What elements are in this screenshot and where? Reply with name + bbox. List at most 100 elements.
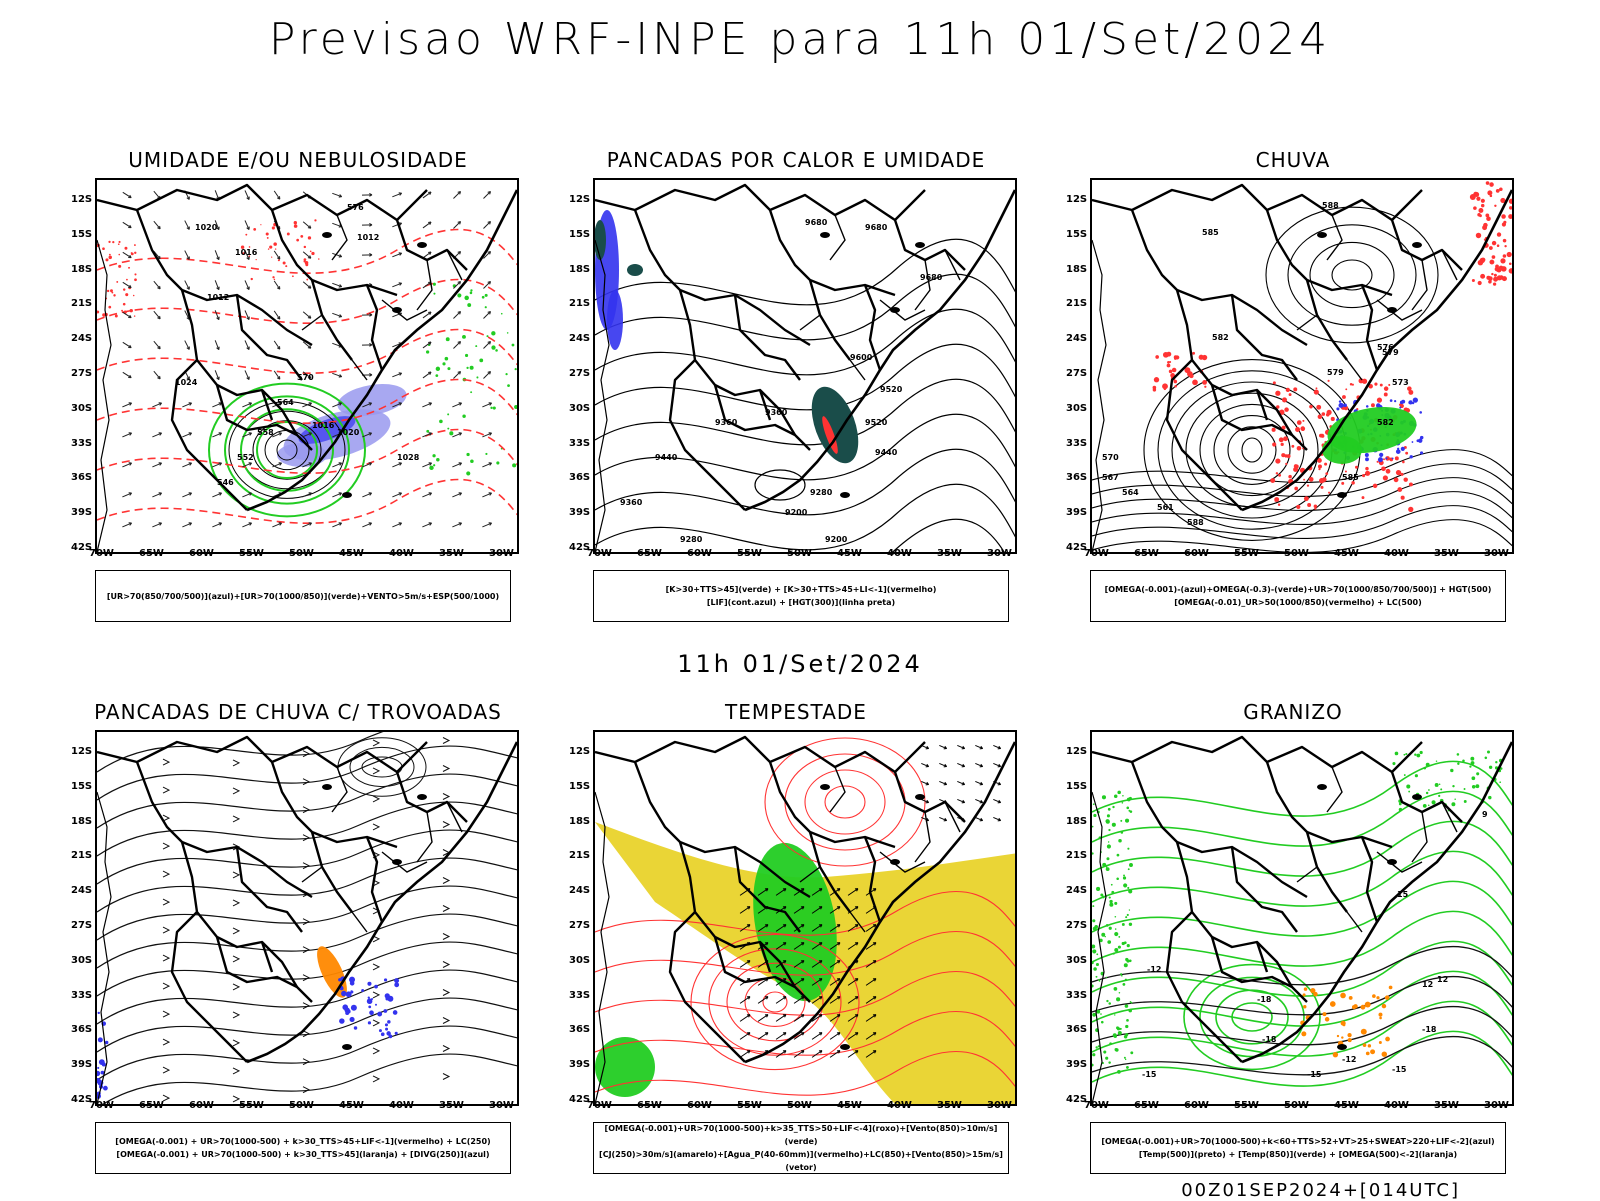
lon-tick-label: 30W: [1484, 1100, 1509, 1111]
lat-tick-label: 21S: [569, 298, 590, 309]
lon-tick-label: 55W: [239, 548, 264, 559]
lon-tick-label: 40W: [887, 548, 912, 559]
panel-title: GRANIZO: [1073, 700, 1513, 724]
lon-tick-label: 50W: [787, 548, 812, 559]
lon-tick-label: 30W: [489, 1100, 514, 1111]
contour-label: 9680: [805, 218, 828, 227]
lat-tick-label: 27S: [569, 368, 590, 379]
lon-tick-label: 60W: [189, 1100, 214, 1111]
contour-label: 561: [1157, 503, 1174, 512]
lat-tick-label: 18S: [1066, 816, 1087, 827]
lon-tick-label: 55W: [737, 1100, 762, 1111]
lat-tick-label: 33S: [569, 990, 590, 1001]
panel-title: PANCADAS POR CALOR E UMIDADE: [576, 148, 1016, 172]
lat-tick-label: 39S: [71, 507, 92, 518]
lat-tick-label: 24S: [569, 885, 590, 896]
lon-tick-label: 65W: [637, 1100, 662, 1111]
forecast-map: [97, 732, 517, 1104]
contour-label: -12: [1342, 1055, 1356, 1064]
contour-label: 9600: [850, 353, 873, 362]
lat-tick-label: 15S: [71, 229, 92, 240]
contour-label: -18: [1257, 995, 1272, 1004]
lat-tick-label: 36S: [1066, 472, 1087, 483]
contour-label: 1020: [195, 223, 218, 232]
lon-tick-label: 50W: [289, 1100, 314, 1111]
lat-tick-label: 18S: [569, 264, 590, 275]
lat-tick-label: 12S: [71, 746, 92, 757]
forecast-map: 5885855825795765735705675645615885855825…: [1092, 180, 1512, 552]
lon-tick-label: 45W: [1334, 1100, 1359, 1111]
lat-tick-label: 30S: [1066, 403, 1087, 414]
lon-tick-label: 55W: [239, 1100, 264, 1111]
lon-tick-label: 60W: [189, 548, 214, 559]
legend-line: [OMEGA(-0.001)-(azul)+OMEGA(-0.3)-(verde…: [1091, 583, 1505, 596]
lat-tick-label: 30S: [569, 403, 590, 414]
contour-label: 552: [237, 453, 254, 462]
contour-label: 558: [257, 428, 274, 437]
lon-tick-label: 60W: [687, 1100, 712, 1111]
contour-label: 564: [277, 398, 294, 407]
contour-label: 9440: [875, 448, 898, 457]
contour-label: -15: [1392, 1065, 1407, 1074]
contour-label: 9200: [785, 508, 808, 517]
contour-label: 9520: [865, 418, 888, 427]
lon-tick-label: 70W: [587, 1100, 612, 1111]
contour-label: 9680: [920, 273, 943, 282]
lat-tick-label: 39S: [569, 1059, 590, 1070]
lon-tick-label: 45W: [339, 548, 364, 559]
lon-tick-label: 30W: [987, 1100, 1012, 1111]
lon-tick-label: 50W: [289, 548, 314, 559]
contour-label: -12: [1147, 965, 1161, 974]
panel-legend: [OMEGA(-0.001) + UR>70(1000-500) + k>30_…: [95, 1122, 511, 1174]
lat-tick-label: 36S: [569, 472, 590, 483]
lat-tick-label: 18S: [71, 264, 92, 275]
forecast-map: 1020101610121024102810201016101257657056…: [97, 180, 517, 552]
panel-legend: [OMEGA(-0.001)+UR>70(1000-500)+k>35_TTS>…: [593, 1122, 1009, 1174]
lat-tick-label: 18S: [71, 816, 92, 827]
lon-tick-label: 65W: [139, 548, 164, 559]
lat-tick-label: 21S: [71, 850, 92, 861]
lon-tick-label: 45W: [1334, 548, 1359, 559]
lat-tick-label: 18S: [569, 816, 590, 827]
lat-tick-label: 24S: [1066, 333, 1087, 344]
contour-label: 573: [1392, 378, 1409, 387]
contour-label: 1016: [235, 248, 258, 257]
lat-tick-label: 30S: [71, 955, 92, 966]
contour-label: 9360: [620, 498, 643, 507]
forecast-map: [595, 732, 1015, 1104]
contour-label: 588: [1187, 518, 1204, 527]
lon-tick-label: 40W: [1384, 1100, 1409, 1111]
contour-label: 9280: [810, 488, 833, 497]
lat-tick-label: 33S: [569, 438, 590, 449]
contour-label: 585: [1202, 228, 1219, 237]
panel-legend: [UR>70(850/700/500)](azul)+[UR>70(1000/8…: [95, 570, 511, 622]
lon-tick-label: 55W: [1234, 1100, 1259, 1111]
contour-label: 9200: [825, 535, 848, 544]
lat-tick-label: 24S: [1066, 885, 1087, 896]
lon-tick-label: 45W: [339, 1100, 364, 1111]
lon-tick-label: 65W: [1134, 1100, 1159, 1111]
lat-tick-label: 27S: [71, 368, 92, 379]
contour-label: 9680: [865, 223, 888, 232]
lat-tick-label: 15S: [71, 781, 92, 792]
run-timestamp: 00Z01SEP2024+[014UTC]: [1181, 1180, 1460, 1201]
legend-line: [OMEGA(-0.001) + UR>70(1000-500) + k>30_…: [96, 1135, 510, 1148]
lon-tick-label: 35W: [937, 1100, 962, 1111]
forecast-map: 9680968096809600952095209440944093609360…: [595, 180, 1015, 552]
lat-tick-label: 15S: [569, 781, 590, 792]
lat-tick-label: 27S: [1066, 920, 1087, 931]
lat-tick-label: 39S: [1066, 507, 1087, 518]
lat-tick-label: 24S: [71, 885, 92, 896]
lon-tick-label: 70W: [89, 1100, 114, 1111]
lon-tick-label: 45W: [837, 1100, 862, 1111]
lon-tick-label: 50W: [1284, 548, 1309, 559]
lon-tick-label: 30W: [1484, 548, 1509, 559]
contour-label: 9: [1482, 810, 1488, 819]
legend-line: [UR>70(850/700/500)](azul)+[UR>70(1000/8…: [96, 590, 510, 603]
lon-tick-label: 70W: [1084, 1100, 1109, 1111]
lat-tick-label: 12S: [1066, 194, 1087, 205]
